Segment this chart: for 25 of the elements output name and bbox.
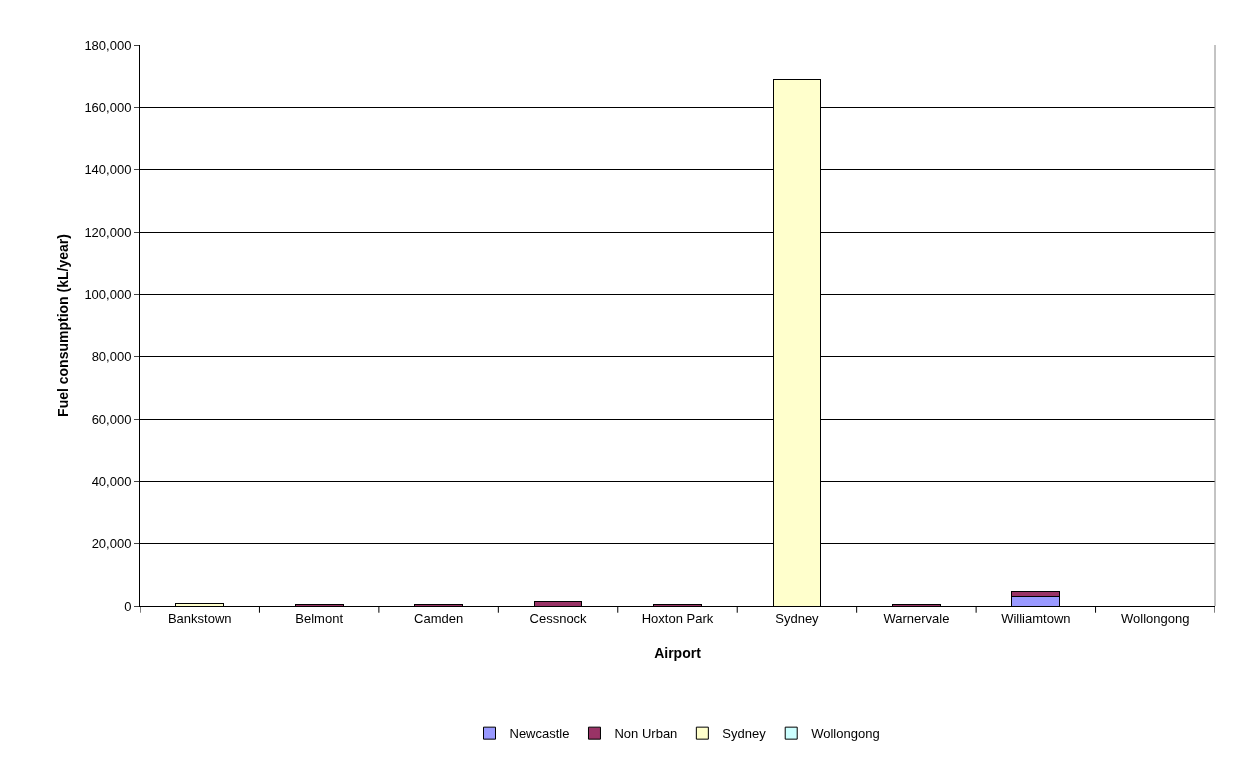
y-axis-title: Fuel consumption (kL/year)	[55, 234, 71, 417]
legend-label: Non Urban	[614, 726, 678, 742]
legend-label: Wollongong	[811, 726, 880, 742]
y-tick-label: 120,000	[84, 224, 132, 240]
legend-label: Sydney	[722, 726, 767, 742]
x-tick-label: Williamtown	[1001, 610, 1071, 626]
y-tick-label: 140,000	[84, 162, 132, 178]
x-tick-label: Hoxton Park	[641, 610, 714, 626]
y-tick-label: 0	[124, 598, 132, 614]
y-tick-label: 160,000	[84, 99, 132, 115]
y-tick-label: 80,000	[91, 349, 132, 365]
y-tick-label: 180,000	[84, 37, 132, 53]
legend-label: Newcastle	[509, 726, 570, 742]
y-tick-label: 20,000	[91, 536, 132, 552]
y-tick-label: 60,000	[91, 411, 132, 427]
x-axis-title: Airport	[654, 645, 702, 661]
x-tick-label: Wollongong	[1121, 610, 1190, 626]
y-tick-label: 100,000	[84, 286, 132, 302]
x-tick-label: Belmont	[295, 610, 344, 626]
x-tick-label: Cessnock	[529, 610, 588, 626]
x-tick-label: Sydney	[775, 610, 820, 626]
x-tick-label: Bankstown	[167, 610, 232, 626]
x-tick-label: Warnervale	[883, 610, 950, 626]
y-tick-label: 40,000	[91, 473, 132, 489]
x-tick-label: Camden	[414, 610, 464, 626]
